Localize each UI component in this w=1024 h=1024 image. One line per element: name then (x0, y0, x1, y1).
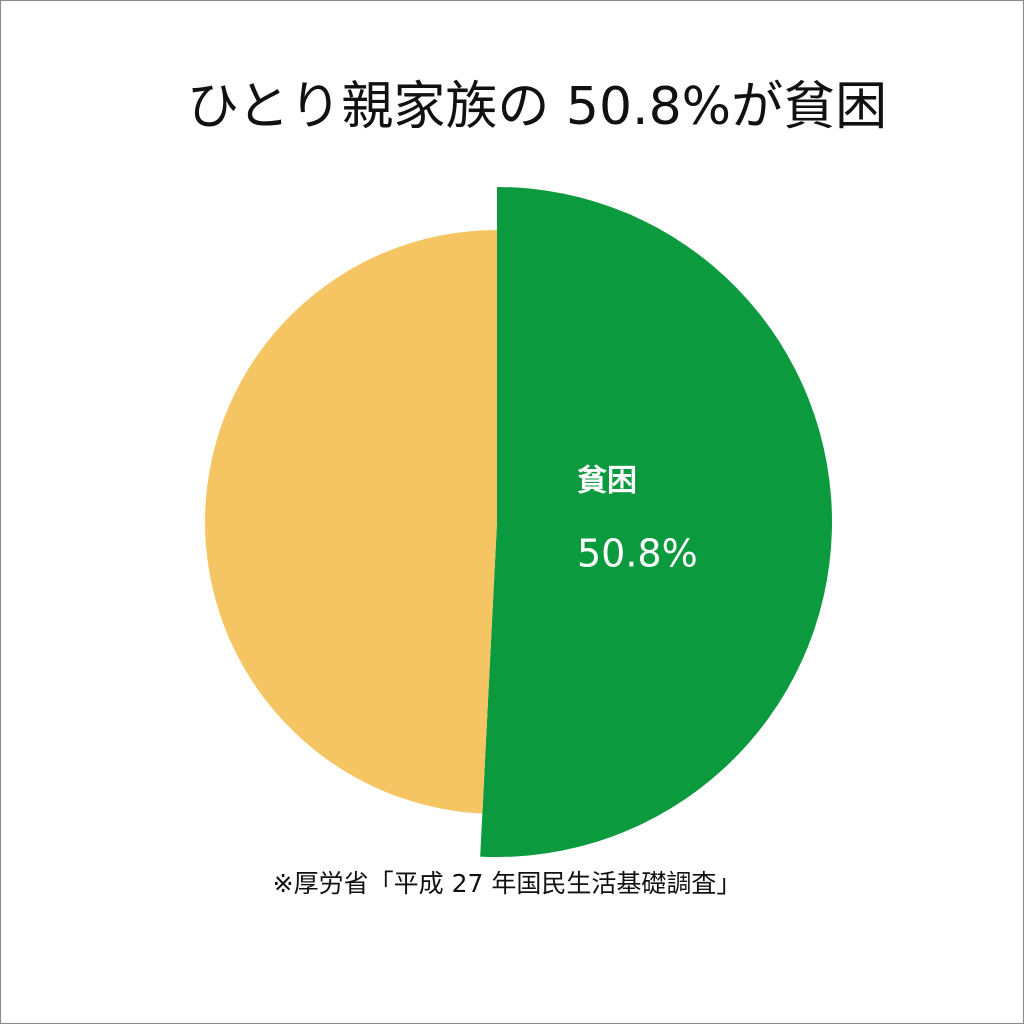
pie-slice (480, 187, 832, 857)
source-note: ※厚労省「平成 27 年国民生活基礎調査」 (273, 869, 742, 898)
value-label: 50.8% (577, 532, 698, 576)
pie-slice (205, 230, 497, 814)
chart-title: ひとり親家族の 50.8%が貧困 (187, 77, 887, 137)
slice-label: 貧困 (577, 464, 637, 499)
